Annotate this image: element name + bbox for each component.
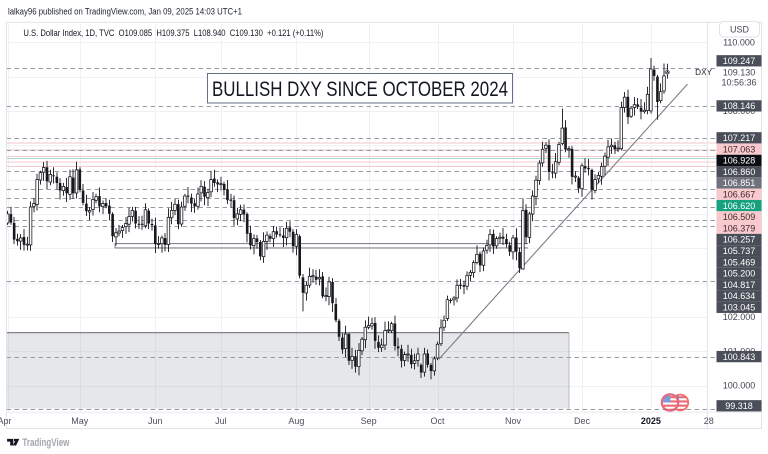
svg-text:104.817: 104.817 [723, 280, 756, 290]
svg-text:109.130: 109.130 [723, 68, 756, 78]
svg-text:107.217: 107.217 [723, 133, 756, 143]
svg-text:Sep: Sep [361, 416, 377, 426]
svg-text:Dec: Dec [574, 416, 591, 426]
svg-text:10:56:36: 10:56:36 [721, 78, 756, 88]
svg-text:Jun: Jun [148, 416, 163, 426]
svg-text:106.667: 106.667 [723, 190, 756, 200]
svg-text:TradingView: TradingView [22, 437, 70, 449]
svg-text:Jul: Jul [215, 416, 227, 426]
svg-text:28: 28 [704, 416, 714, 426]
svg-text:lalkay96 published on TradingV: lalkay96 published on TradingView.com, J… [8, 6, 242, 16]
svg-text:103.045: 103.045 [723, 303, 756, 313]
svg-text:May: May [71, 416, 89, 426]
svg-text:99.318: 99.318 [725, 401, 753, 411]
svg-text:2025: 2025 [641, 416, 661, 426]
svg-text:DXY: DXY [695, 68, 712, 77]
svg-text:Nov: Nov [505, 416, 522, 426]
svg-text:100.843: 100.843 [723, 352, 756, 362]
svg-text:106.620: 106.620 [723, 201, 756, 211]
svg-text:110.000: 110.000 [723, 37, 755, 47]
svg-text:100.000: 100.000 [723, 381, 756, 391]
svg-text:Aug: Aug [288, 416, 304, 426]
svg-text:106.379: 106.379 [723, 223, 756, 233]
svg-text:108.146: 108.146 [723, 101, 756, 111]
svg-text:106.851: 106.851 [723, 178, 756, 188]
svg-text:106.509: 106.509 [723, 212, 756, 222]
svg-text:106.257: 106.257 [723, 235, 756, 245]
svg-text:107.063: 107.063 [723, 144, 756, 154]
svg-text:105.469: 105.469 [723, 257, 756, 267]
svg-text:104.634: 104.634 [723, 291, 756, 301]
svg-text:Oct: Oct [430, 416, 445, 426]
svg-text:106.928: 106.928 [723, 156, 756, 166]
svg-text:102.000: 102.000 [723, 312, 756, 322]
svg-text:109.247: 109.247 [723, 56, 756, 66]
svg-text:U.S. Dollar Index, 1D, TVC O1: U.S. Dollar Index, 1D, TVC O109.085 H109… [23, 28, 323, 38]
svg-text:BULLISH DXY SINCE OCTOBER 2024: BULLISH DXY SINCE OCTOBER 2024 [212, 78, 508, 101]
svg-text:USD: USD [730, 25, 750, 35]
svg-text:105.737: 105.737 [723, 246, 756, 256]
svg-text:106.860: 106.860 [723, 167, 756, 177]
svg-text:Apr: Apr [0, 416, 12, 426]
svg-text:105.200: 105.200 [723, 269, 756, 279]
